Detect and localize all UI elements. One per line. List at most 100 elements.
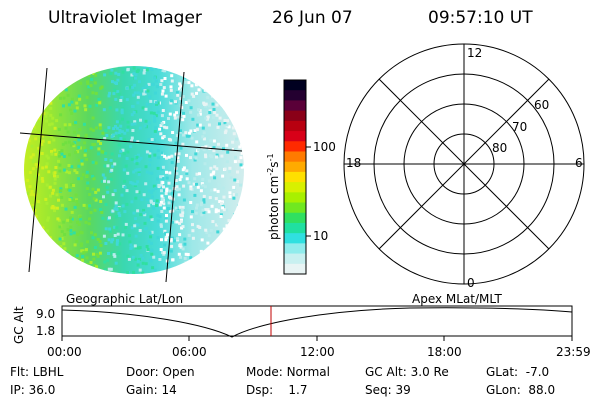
image-pixel [37,173,40,177]
image-pixel [126,68,130,72]
image-pixel [195,172,199,176]
image-pixel [31,101,35,105]
image-pixel [130,157,134,161]
image-pixel [179,146,183,150]
x-tick-0000: 00:00 [47,345,82,359]
image-pixel [245,223,248,226]
image-pixel [31,241,35,245]
image-pixel [170,99,173,103]
image-pixel [198,226,202,229]
image-pixel [130,136,134,140]
image-pixel [121,70,125,74]
image-pixel [70,217,74,221]
image-pixel [150,191,154,195]
image-pixel [75,101,79,105]
image-pixel [185,153,188,157]
image-pixel [30,273,33,274]
image-pixel [143,124,147,128]
image-pixel [48,95,52,99]
image-pixel [201,177,205,181]
image-pixel [167,137,171,141]
image-pixel [170,154,174,158]
image-pixel [199,203,203,207]
image-pixel [212,170,216,174]
image-pixel [32,116,36,120]
image-pixel [129,85,133,89]
colorbar-swatch [284,171,306,183]
image-pixel [86,240,89,244]
image-pixel [101,216,105,220]
image-pixel [232,220,235,224]
image-pixel [31,127,35,131]
image-pixel [72,122,76,126]
image-pixel [62,242,66,246]
image-pixel [244,227,247,230]
image-pixel [227,107,231,111]
image-pixel [178,87,181,91]
image-pixel [238,271,242,274]
image-pixel [176,93,180,97]
image-pixel [216,209,220,213]
image-pixel [45,111,49,115]
image-pixel [145,170,149,174]
image-pixel [90,77,94,81]
image-pixel [228,195,232,199]
image-pixel [36,273,40,274]
image-pixel [139,213,143,217]
image-pixel [224,265,227,269]
image-pixel [133,184,137,187]
image-pixel [58,225,62,229]
image-pixel [180,208,184,212]
mlt-label-18: 18 [346,156,362,170]
image-pixel [146,248,150,251]
image-pixel [132,111,136,114]
image-pixel [245,74,248,77]
gc-alt-axis-label: GC Alt [12,306,26,344]
image-pixel [177,193,181,197]
image-pixel [194,211,198,215]
image-pixel [27,110,31,114]
image-pixel [94,161,98,165]
image-pixel [50,79,53,83]
image-pixel [174,152,178,156]
image-pixel [130,139,133,143]
image-pixel [156,166,160,170]
image-pixel [239,183,243,187]
image-pixel [106,190,110,194]
image-pixel [76,221,79,224]
image-pixel [55,266,59,270]
image-pixel [155,102,158,106]
image-pixel [233,147,237,151]
image-pixel [159,224,163,228]
image-pixel [31,98,35,102]
image-pixel [134,196,138,200]
image-pixel [55,206,59,210]
image-pixel [109,267,113,271]
image-pixel [36,200,40,204]
image-pixel [118,214,122,217]
image-pixel [114,97,118,101]
image-pixel [173,116,177,120]
image-pixel [182,111,185,115]
image-pixel [149,111,153,115]
image-pixel [208,111,212,114]
image-pixel [64,70,68,74]
image-pixel [194,156,198,160]
image-pixel [239,267,243,271]
image-pixel [109,158,113,162]
image-pixel [119,149,123,153]
image-pixel [164,219,168,223]
image-pixel [76,134,80,138]
image-pixel [207,234,211,238]
image-pixel [143,213,147,217]
image-pixel [178,82,182,86]
image-pixel [94,198,98,202]
image-pixel [119,99,123,102]
image-pixel [145,245,149,248]
image-pixel [179,88,183,92]
image-pixel [86,263,90,266]
image-pixel [57,273,61,274]
image-pixel [42,112,46,116]
image-pixel [59,76,63,80]
image-pixel [196,123,200,127]
